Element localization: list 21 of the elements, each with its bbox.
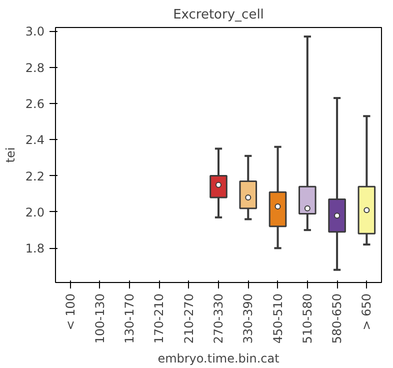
- y-tick-label: 2.0: [25, 205, 45, 220]
- x-tick-label: 210-270: [182, 294, 196, 344]
- y-tick-label: 1.8: [25, 242, 45, 256]
- y-tick-label: 2.4: [25, 133, 45, 148]
- y-tick-label: 2.2: [25, 169, 45, 184]
- x-tick-label: 510-580: [300, 294, 314, 344]
- x-tick-label: 100-130: [92, 294, 107, 344]
- y-tick-label: 2.6: [25, 96, 45, 111]
- y-tick-label: 3.0: [25, 24, 45, 39]
- y-tick-label: 2.8: [25, 60, 45, 75]
- x-tick-label: < 100: [63, 293, 78, 330]
- x-tick-label: 170-210: [152, 294, 166, 344]
- x-tick-label: > 650: [360, 293, 374, 330]
- x-tick-label: 330-390: [241, 294, 256, 344]
- x-tick-label: 270-330: [212, 294, 226, 344]
- x-tick-label: 450-510: [270, 294, 285, 344]
- chart-title: Excretory_cell: [173, 8, 264, 22]
- y-axis-title: tei: [3, 147, 18, 163]
- x-tick-label: 130-170: [122, 294, 137, 344]
- x-tick-label: 580-650: [330, 294, 344, 344]
- x-axis-title: embryo.time.bin.cat: [158, 352, 280, 366]
